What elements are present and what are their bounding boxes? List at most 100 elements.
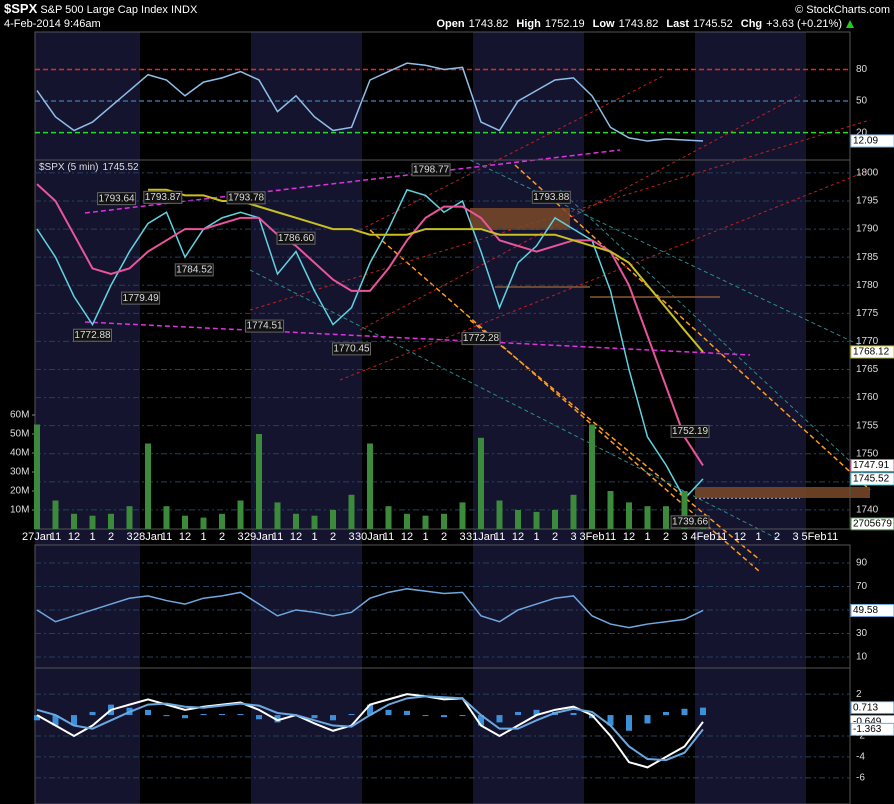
x-tick-label: 5Feb bbox=[801, 531, 826, 543]
bar bbox=[607, 715, 614, 726]
bar bbox=[256, 715, 262, 720]
value-tag-label: 1745.52 bbox=[853, 474, 890, 485]
x-tick-label: 1 bbox=[89, 531, 95, 543]
price-label-box bbox=[73, 328, 112, 342]
y-tick-label: -4 bbox=[856, 752, 865, 763]
quote-label: Open bbox=[437, 18, 465, 30]
exchange: INDX bbox=[171, 4, 198, 16]
value-tag bbox=[850, 701, 894, 715]
bar bbox=[552, 509, 558, 529]
quote-value: 1745.52 bbox=[693, 18, 733, 30]
y-tick-label: 1760 bbox=[856, 392, 879, 403]
day-band bbox=[251, 32, 362, 804]
bar bbox=[459, 502, 466, 529]
y-tick-label: 90 bbox=[856, 558, 868, 569]
x-tick-label: 1 bbox=[200, 531, 206, 543]
y2-tick-label: 50M bbox=[10, 429, 29, 440]
price-label: 1770.45 bbox=[333, 344, 370, 355]
bar bbox=[108, 513, 114, 529]
quote-value: 1743.82 bbox=[619, 18, 659, 30]
price-label: 1793.87 bbox=[145, 192, 182, 203]
y-tick-label: 1755 bbox=[856, 420, 879, 431]
bar bbox=[496, 715, 503, 723]
bar bbox=[422, 715, 429, 717]
x-tick-label: 29Jan bbox=[244, 531, 274, 543]
value-tag bbox=[850, 345, 894, 359]
bar bbox=[626, 502, 632, 529]
bar bbox=[626, 715, 632, 731]
price-label-box bbox=[121, 291, 161, 305]
bar bbox=[607, 490, 614, 529]
day-band bbox=[473, 32, 584, 804]
value-tag-label: -0.649 bbox=[853, 717, 882, 728]
price-label-box bbox=[670, 424, 710, 438]
x-tick-label: 30Jan bbox=[355, 531, 385, 543]
x-tick-label: 2 bbox=[108, 531, 114, 543]
date: 4-Feb-2014 9:46am bbox=[4, 18, 101, 30]
x-tick-label: 11 bbox=[272, 531, 283, 543]
bar bbox=[182, 515, 188, 529]
bar bbox=[34, 715, 40, 721]
quote-value: 1752.19 bbox=[545, 18, 585, 30]
bar bbox=[163, 715, 170, 717]
y-tick-label: 1775 bbox=[856, 308, 879, 319]
x-tick-label: 1 bbox=[422, 531, 428, 543]
value-tag-label: -1.363 bbox=[853, 724, 882, 735]
y2-tick-label: 60M bbox=[10, 410, 29, 421]
y-tick-label: 1795 bbox=[856, 196, 879, 207]
x-tick-label: 3 bbox=[792, 531, 798, 543]
value-tag-label: 49.58 bbox=[853, 605, 878, 616]
line bbox=[36, 695, 704, 762]
bar bbox=[681, 490, 688, 529]
bar bbox=[681, 708, 688, 716]
bar bbox=[330, 715, 336, 721]
price-label: 1793.78 bbox=[228, 192, 265, 203]
x-tick-label: 12 bbox=[623, 531, 635, 543]
up-arrow bbox=[846, 20, 854, 28]
value-tag bbox=[850, 134, 894, 148]
x-tick-label: 27Jan bbox=[22, 531, 52, 543]
bar bbox=[52, 715, 59, 726]
x-tick-label: 11 bbox=[383, 531, 394, 543]
x-tick-label: 11 bbox=[494, 531, 505, 543]
bar bbox=[663, 711, 669, 716]
price-label-box bbox=[531, 190, 571, 204]
price-label: 1772.28 bbox=[463, 333, 500, 344]
x-tick-label: 3 bbox=[570, 531, 576, 543]
bar bbox=[478, 437, 484, 529]
x-tick-label: 3 bbox=[126, 531, 132, 543]
bar bbox=[145, 709, 151, 716]
bar bbox=[71, 715, 77, 726]
x-tick-label: 12 bbox=[512, 531, 524, 543]
x-tick-label: 12 bbox=[401, 531, 413, 543]
bar bbox=[89, 515, 96, 529]
bar bbox=[330, 509, 336, 529]
line bbox=[36, 693, 704, 769]
price-label-box bbox=[245, 319, 285, 333]
value-tag-label: 1747.91 bbox=[853, 460, 890, 471]
value-tag bbox=[850, 722, 894, 736]
y-tick-label: 1780 bbox=[856, 280, 879, 291]
price-label-box bbox=[226, 191, 266, 205]
bar bbox=[404, 710, 410, 716]
y-tick-label: 1770 bbox=[856, 336, 879, 347]
bar bbox=[200, 714, 207, 716]
value-tag-label: 12.09 bbox=[853, 136, 878, 147]
zone bbox=[695, 487, 870, 498]
x-tick-label: 3Feb bbox=[579, 531, 604, 543]
x-tick-label: 1 bbox=[644, 531, 650, 543]
y2-tick-label: 30M bbox=[10, 467, 29, 478]
legend-value: 1745.52 bbox=[102, 162, 139, 173]
line bbox=[36, 62, 704, 142]
x-tick-label: 2 bbox=[219, 531, 225, 543]
bar bbox=[52, 500, 59, 529]
line bbox=[36, 183, 704, 467]
y2-tick-label: 40M bbox=[10, 448, 29, 459]
bar bbox=[385, 506, 392, 529]
value-tag bbox=[850, 517, 894, 531]
x-tick-label: 11 bbox=[50, 531, 61, 543]
quote-label: Low bbox=[593, 18, 615, 30]
bar bbox=[459, 715, 466, 717]
bar bbox=[589, 424, 595, 529]
value-tag bbox=[850, 603, 894, 617]
